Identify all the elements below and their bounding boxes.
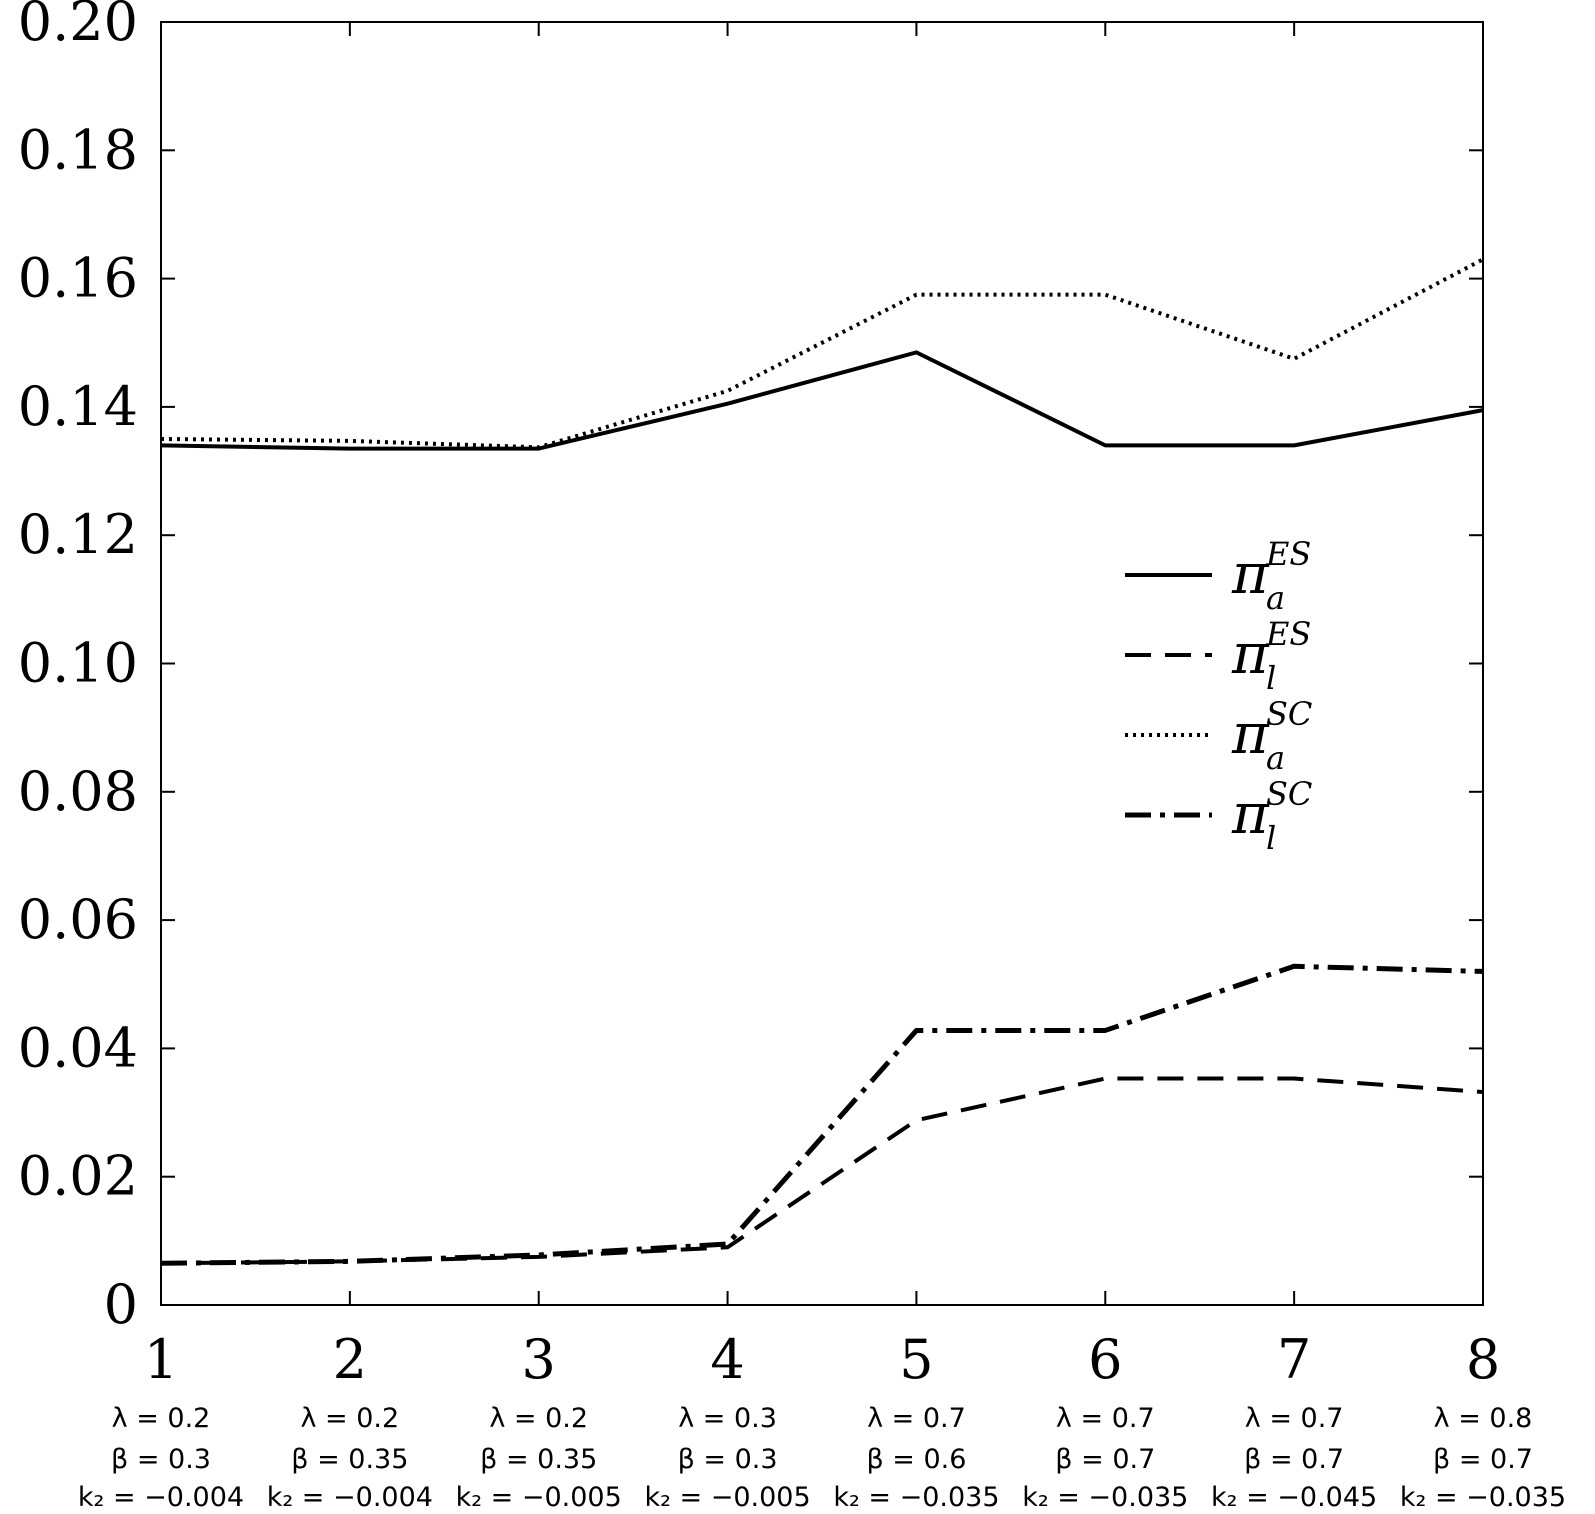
param-beta: β = 0.7 [1244,1444,1344,1475]
param-lambda: λ = 0.2 [489,1403,588,1434]
param-lambda: λ = 0.7 [867,1403,966,1434]
y-tick-label: 0.04 [18,1016,138,1079]
param-beta: β = 0.7 [1055,1444,1155,1475]
series-line-0 [160,350,1484,451]
x-tick-label: 1 [144,1328,178,1391]
legend-label: π [1231,702,1270,767]
series-line-3 [160,963,1484,1266]
y-tick-label: 0.20 [18,0,138,53]
x-tick-label: 6 [1088,1328,1122,1391]
param-k2: k₂ = −0.035 [1022,1482,1188,1513]
series-line-2 [160,257,1484,450]
param-lambda: λ = 0.3 [678,1403,777,1434]
x-tick-label: 3 [522,1328,556,1391]
y-tick-label: 0 [104,1273,138,1336]
y-tick-label: 0.02 [18,1145,138,1208]
y-tick-label: 0.08 [18,760,138,823]
param-k2: k₂ = −0.005 [644,1482,810,1513]
x-tick-label: 8 [1466,1328,1500,1391]
legend-superscript: SC [1266,695,1312,733]
param-beta: β = 0.35 [291,1444,408,1475]
legend-superscript: SC [1266,775,1312,813]
series-lines [160,257,1484,1266]
y-tick-label: 0.14 [18,375,138,438]
x-tick-label: 5 [899,1328,933,1391]
param-k2: k₂ = −0.004 [78,1482,244,1513]
param-k2: k₂ = −0.045 [1211,1482,1377,1513]
param-beta: β = 0.7 [1433,1444,1533,1475]
legend-label: π [1231,782,1270,847]
legend-label: π [1231,622,1270,687]
param-lambda: λ = 0.7 [1056,1403,1155,1434]
y-tick-label: 0.06 [18,888,138,951]
param-beta: β = 0.6 [866,1444,966,1475]
legend-subscript: l [1266,659,1276,697]
legend-superscript: ES [1265,535,1311,573]
y-tick-label: 0.16 [18,247,138,310]
param-k2: k₂ = −0.005 [456,1482,622,1513]
y-tick-label: 0.12 [18,503,138,566]
plot-frame [160,21,1484,1306]
param-lambda: λ = 0.2 [112,1403,211,1434]
x-tick-label: 2 [333,1328,367,1391]
series-line-1 [160,1076,1484,1266]
x-tick-label: 4 [710,1328,744,1391]
param-lambda: λ = 0.7 [1245,1403,1344,1434]
param-beta: β = 0.35 [480,1444,597,1475]
x-tick-labels: 1 2 3 4 5 6 7 8 [144,1328,1500,1391]
x-tick-label: 7 [1277,1328,1311,1391]
param-k2: k₂ = −0.035 [1400,1482,1566,1513]
parameter-labels: λ = 0.2 β = 0.3 k₂ = −0.004 λ = 0.2 β = 0.35… [78,1403,1566,1513]
legend-label: π [1231,542,1270,607]
param-beta: β = 0.3 [111,1444,211,1475]
legend-subscript: a [1266,579,1285,617]
axis-ticks [160,21,1484,1306]
param-k2: k₂ = −0.004 [267,1482,433,1513]
param-lambda: λ = 0.8 [1434,1403,1533,1434]
param-beta: β = 0.3 [678,1444,778,1475]
legend-subscript: l [1266,819,1276,857]
y-tick-label: 0.18 [18,118,138,181]
y-tick-labels: 0 0.02 0.04 0.06 0.08 0.10 0.12 0.14 0.16 0.18 0.2… [18,0,138,1336]
legend-subscript: a [1266,739,1285,777]
legend-superscript: ES [1265,615,1311,653]
y-tick-label: 0.10 [18,632,138,695]
param-k2: k₂ = −0.035 [833,1482,999,1513]
param-lambda: λ = 0.2 [300,1403,399,1434]
